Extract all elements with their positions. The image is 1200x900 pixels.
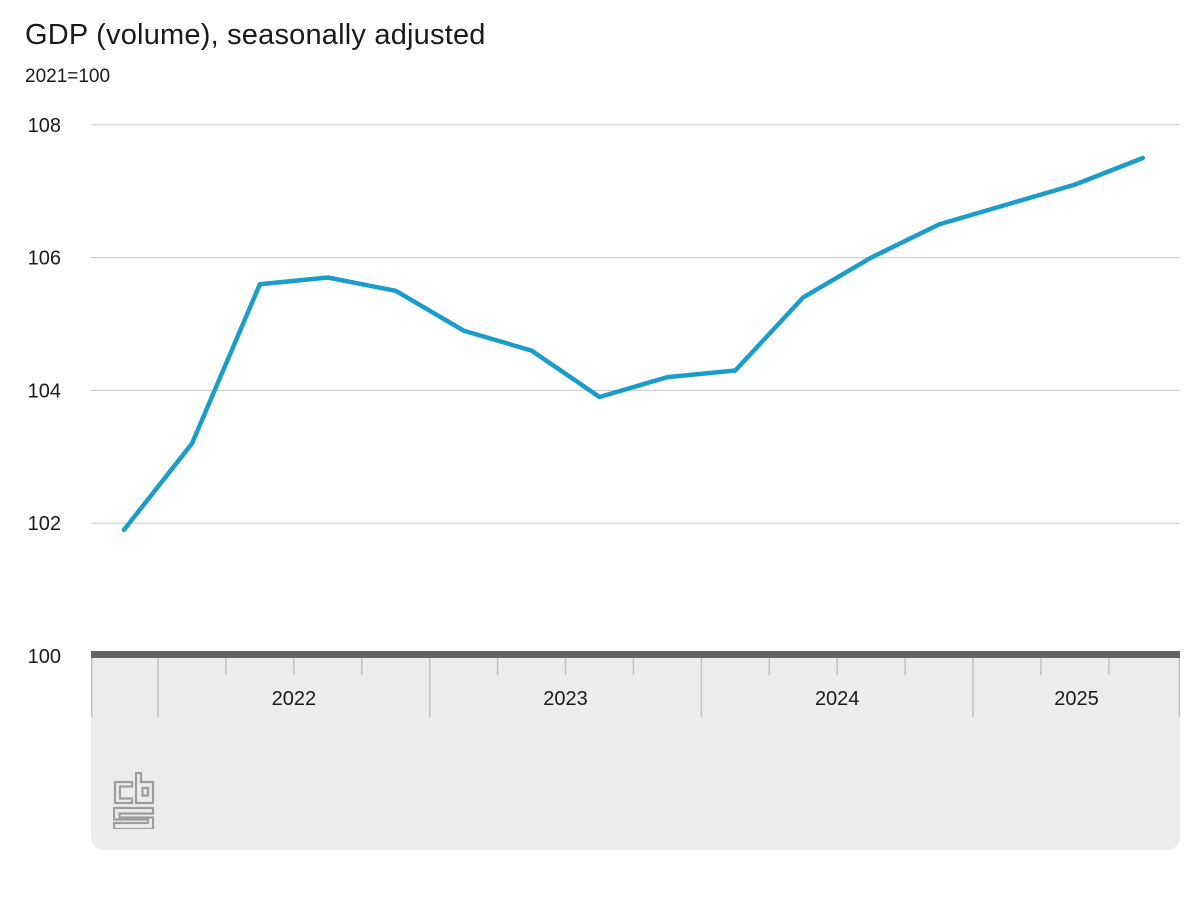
cbs-logo-letter-b [134, 771, 155, 805]
y-axis-label: 102 [28, 513, 61, 535]
y-axis-label: 104 [28, 380, 61, 402]
chart-unit-label: 2021=100 [25, 66, 111, 87]
cbs-logo-letter-s [113, 806, 155, 829]
y-axis-label: 108 [28, 115, 61, 137]
x-axis-year-label: 2025 [1054, 688, 1099, 710]
x-axis-band [91, 658, 1180, 850]
y-axis-label: 106 [28, 248, 61, 270]
x-axis-year-label: 2022 [272, 688, 317, 710]
x-axis-baseline-bar [91, 651, 1180, 658]
cbs-logo-icon [113, 771, 155, 829]
cbs-logo-letter-c [113, 780, 134, 805]
cbs-logo-letter-b-counter [141, 786, 150, 797]
y-axis-label: 100 [28, 646, 61, 668]
chart-title: GDP (volume), seasonally adjusted [25, 19, 486, 51]
x-axis-year-label: 2024 [815, 688, 860, 710]
x-axis-year-label: 2023 [543, 688, 588, 710]
gdp-data-line [121, 155, 1146, 533]
